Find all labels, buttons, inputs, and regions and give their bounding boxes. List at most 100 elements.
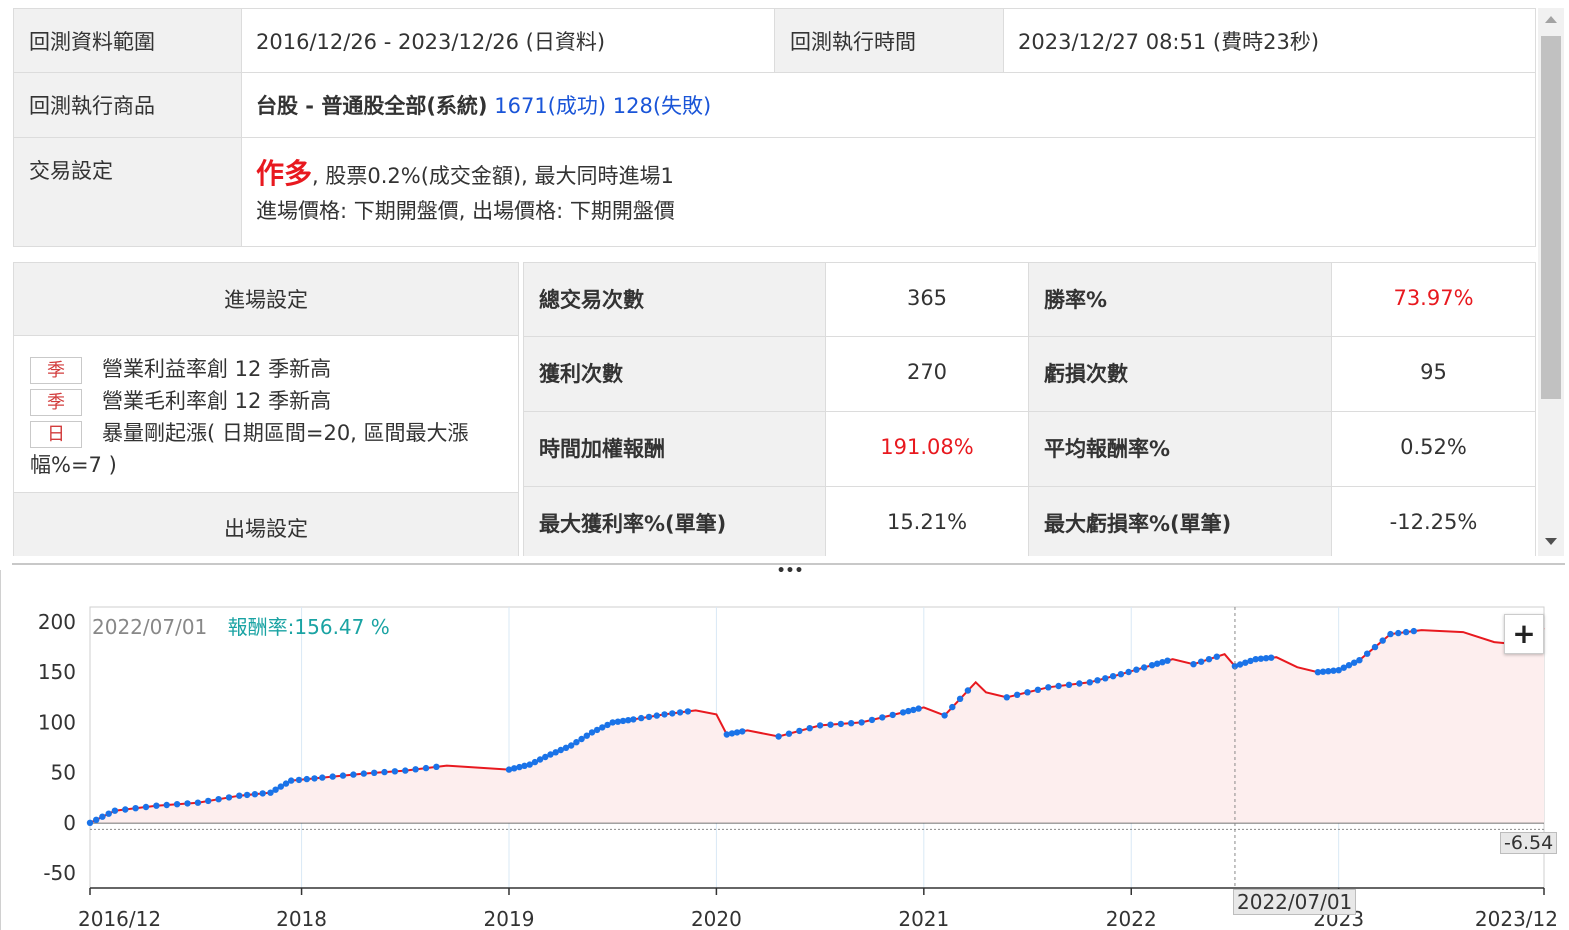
trade-marker	[1117, 671, 1125, 678]
scroll-down-icon[interactable]	[1545, 538, 1557, 545]
last-value-label: -6.54	[1500, 832, 1558, 854]
trade-marker	[889, 711, 896, 719]
trade-marker	[1364, 650, 1371, 657]
trade-marker	[1198, 658, 1205, 665]
condition-text: 暴量剛起漲( 日期區間=20, 區間最大漲幅%=7 )	[30, 421, 469, 477]
stat-label: 最大虧損率%(單筆)	[1029, 487, 1332, 556]
stat-value: 0.52%	[1332, 412, 1536, 487]
tooltip-legend: 2022/07/01 報酬率:156.47 %	[92, 611, 390, 640]
return-area	[90, 628, 1544, 823]
trade-marker	[153, 802, 160, 809]
trade-marker	[905, 707, 912, 715]
trade-marker	[111, 807, 119, 814]
trade-marker	[676, 709, 684, 716]
tooltip-label: 報酬率:	[227, 615, 295, 639]
trade-label: 交易設定	[13, 138, 242, 247]
product-fail-link[interactable]: 128(失敗)	[612, 94, 712, 118]
trade-marker	[303, 775, 310, 783]
range-value: 2016/12/26 - 2023/12/26 (日資料)	[242, 8, 775, 73]
trade-marker	[99, 813, 106, 820]
entry-header: 進場設定	[13, 262, 519, 336]
trade-marker	[1330, 667, 1337, 674]
trade-marker	[578, 735, 585, 743]
crosshair-date-label: 2022/07/01	[1233, 889, 1357, 915]
trade-marker	[1345, 662, 1353, 669]
trade-marker	[295, 776, 303, 784]
condition-text: 營業毛利率創 12 季新高	[102, 389, 332, 413]
trade-marker	[215, 796, 222, 803]
trade-marker	[1205, 656, 1213, 663]
trade-marker	[848, 720, 855, 727]
trade-marker	[142, 803, 150, 811]
trade-marker	[1257, 655, 1265, 662]
trade-marker	[1034, 686, 1042, 693]
trade-marker	[1109, 673, 1117, 680]
trade-marker	[526, 761, 533, 768]
stat-value: 95	[1332, 337, 1536, 412]
x-tick-label: 2022	[1106, 907, 1157, 930]
scroll-up-icon[interactable]	[1545, 16, 1557, 23]
zoom-plus-button[interactable]: +	[1504, 614, 1544, 654]
trade-marker	[132, 805, 139, 812]
trade-marker	[329, 773, 336, 780]
trade-marker	[1247, 657, 1254, 665]
y-tick-label: 100	[38, 710, 76, 734]
x-tick-label: 2016/12	[78, 907, 161, 930]
x-tick-label: 2019	[484, 907, 535, 930]
trade-marker	[1410, 627, 1418, 635]
trade-value: 作多, 股票0.2%(成交金額), 最大同時進場1 進場價格: 下期開盤價, 出…	[242, 138, 1536, 247]
trade-marker	[638, 714, 645, 722]
x-tick-label: 2023/12	[1475, 907, 1558, 930]
trade-marker	[1340, 664, 1348, 671]
stat-label: 最大獲利率%(單筆)	[523, 487, 826, 556]
trade-marker	[583, 732, 590, 739]
product-success-link[interactable]: 1671(成功)	[494, 94, 607, 118]
return-chart[interactable]: 200 150 100 50 0 -50 2016/12 2018 2019 2020 2021 2…	[0, 580, 1569, 930]
trade-marker	[173, 801, 181, 808]
trade-marker	[562, 744, 570, 751]
trade-marker	[1045, 684, 1052, 691]
y-tick-label: 150	[38, 660, 76, 684]
trade-marker	[837, 720, 845, 728]
trade-marker	[272, 786, 279, 793]
trade-marker	[1387, 630, 1394, 638]
condition-tag: 季	[30, 388, 82, 416]
trade-marker	[879, 714, 886, 721]
exec-time-label: 回測執行時間	[775, 8, 1004, 73]
trade-marker	[371, 769, 378, 776]
trade-marker	[1402, 628, 1410, 636]
stat-value: 270	[826, 337, 1029, 412]
trade-marker	[609, 719, 616, 726]
trade-marker	[775, 733, 782, 740]
trade-marker	[723, 731, 730, 738]
trade-marker	[277, 783, 284, 790]
trade-marker	[964, 687, 972, 694]
trade-marker	[557, 746, 564, 754]
trade-marker	[1242, 659, 1249, 666]
trade-marker	[243, 791, 251, 799]
x-tick-label: 2021	[898, 907, 949, 930]
trade-marker	[661, 711, 668, 718]
trade-marker	[422, 764, 430, 772]
trade-marker	[604, 721, 611, 729]
trade-marker	[949, 703, 956, 711]
trade-marker	[267, 789, 274, 796]
splitter-bar[interactable]	[12, 563, 1565, 565]
scrollbar-thumb[interactable]	[1541, 36, 1561, 399]
trade-marker	[630, 716, 637, 723]
trade-marker	[381, 768, 388, 776]
trade-marker	[588, 729, 596, 736]
trade-marker	[1102, 675, 1109, 682]
condition-text: 營業利益率創 12 季新高	[102, 357, 332, 381]
product-name: 台股 - 普通股全部(系統)	[256, 94, 488, 118]
trade-marker	[521, 762, 528, 769]
y-tick-label: 200	[38, 610, 76, 634]
splitter-handle-icon[interactable]: •••	[776, 563, 804, 579]
trade-marker	[645, 713, 653, 721]
trade-marker	[1335, 667, 1342, 674]
trade-marker	[505, 766, 513, 773]
trade-marker	[122, 806, 129, 813]
trade-marker	[1395, 629, 1402, 637]
trade-marker	[225, 794, 233, 801]
trade-marker	[733, 729, 741, 736]
